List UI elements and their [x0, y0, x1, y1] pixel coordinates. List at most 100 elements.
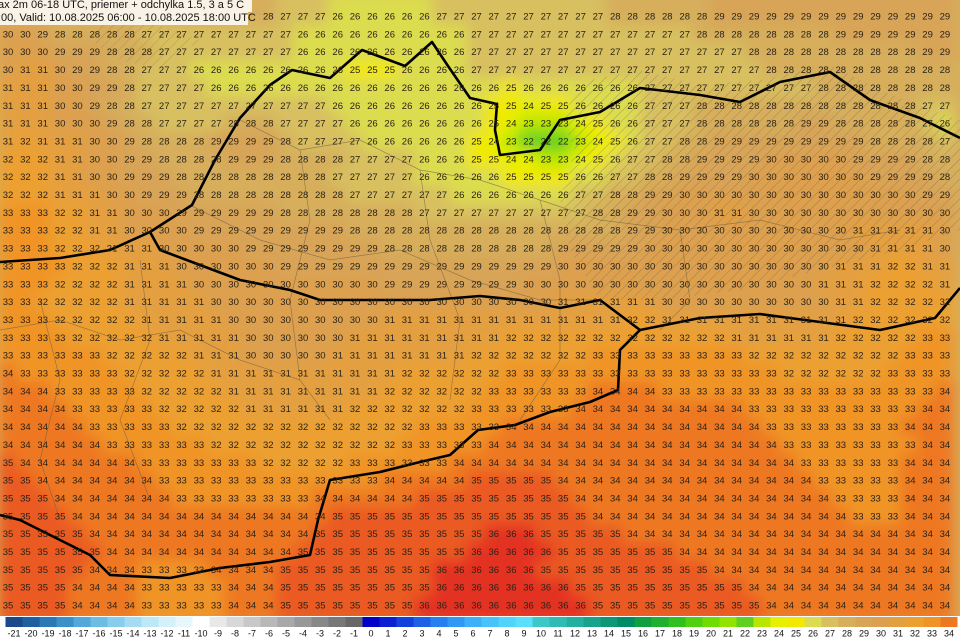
field-cell [640, 399, 660, 420]
field-cell [449, 185, 469, 206]
grid-value: 34 [749, 422, 760, 433]
grid-value: 32 [471, 386, 482, 397]
grid-value: 29 [853, 137, 864, 148]
grid-value: 35 [575, 565, 586, 576]
grid-value: 31 [679, 315, 690, 326]
grid-value: 31 [575, 297, 586, 308]
grid-value: 34 [72, 458, 83, 469]
grid-value: 34 [610, 440, 621, 451]
colorbar-swatch [107, 617, 125, 627]
grid-value: 27 [246, 47, 257, 58]
field-cell [397, 399, 417, 420]
field-cell [796, 453, 816, 474]
field-cell [223, 364, 244, 384]
grid-value: 30 [246, 297, 257, 308]
field-cell [414, 78, 435, 99]
grid-value: 34 [159, 547, 170, 558]
field-cell [275, 0, 296, 27]
grid-value: 35 [558, 529, 569, 540]
field-cell [466, 256, 487, 277]
field-cell [466, 221, 487, 242]
grid-value: 30 [194, 279, 205, 290]
grid-value: 26 [315, 83, 326, 94]
grid-value: 32 [558, 351, 569, 362]
field-cell [293, 417, 313, 438]
grid-value: 29 [801, 119, 812, 130]
field-cell [397, 364, 417, 384]
grid-value: 30 [159, 244, 170, 255]
grid-value: 29 [940, 190, 951, 201]
colorbar-label: -3 [316, 628, 324, 638]
colorbar-label: 31 [893, 628, 903, 638]
grid-value: 34 [228, 601, 239, 612]
grid-value: 29 [228, 226, 239, 237]
grid-value: 28 [679, 12, 690, 23]
grid-value: 32 [350, 440, 361, 451]
grid-value: 34 [766, 565, 777, 576]
grid-value: 33 [142, 565, 153, 576]
grid-value: 30 [176, 226, 187, 237]
field-cell [449, 364, 469, 384]
field-cell [553, 381, 573, 402]
field-cell [119, 221, 140, 242]
grid-value: 31 [298, 404, 309, 415]
grid-value: 35 [384, 547, 395, 558]
grid-value: 34 [575, 494, 586, 505]
grid-value: 32 [90, 333, 101, 344]
field-cell [293, 0, 313, 27]
field-cell [744, 435, 764, 456]
grid-value: 35 [280, 601, 291, 612]
grid-value: 32 [176, 404, 187, 415]
grid-value: 29 [90, 65, 101, 76]
field-cell [917, 381, 938, 402]
grid-value: 30 [697, 208, 708, 219]
grid-value: 27 [263, 47, 274, 58]
grid-value: 34 [124, 529, 135, 540]
grid-value: 36 [454, 565, 465, 576]
grid-value: 34 [645, 511, 656, 522]
field-cell [917, 489, 938, 509]
grid-value: 34 [679, 547, 690, 558]
grid-value: 26 [558, 83, 569, 94]
grid-value: 30 [315, 351, 326, 362]
field-cell [241, 132, 261, 152]
field-cell [779, 310, 799, 331]
colorbar-label: 23 [757, 628, 767, 638]
grid-value: 30 [3, 65, 14, 76]
grid-value: 34 [662, 529, 673, 540]
grid-value: 28 [263, 119, 274, 130]
field-cell [327, 417, 348, 438]
grid-value: 28 [280, 208, 291, 219]
field-cell [657, 453, 677, 474]
grid-value: 34 [402, 494, 413, 505]
grid-value: 33 [298, 494, 309, 505]
colorbar-swatch [532, 617, 550, 627]
field-cell [397, 78, 417, 99]
grid-value: 25 [367, 65, 378, 76]
colorbar-label: 1 [385, 628, 390, 638]
grid-value: 35 [506, 494, 517, 505]
field-cell [466, 60, 487, 81]
grid-value: 30 [107, 172, 118, 183]
field-cell [744, 453, 764, 474]
grid-value: 27 [506, 65, 517, 76]
grid-value: 31 [263, 404, 274, 415]
grid-value: 31 [298, 386, 309, 397]
field-cell [674, 328, 695, 349]
grid-value: 35 [298, 583, 309, 594]
grid-value: 33 [731, 386, 742, 397]
grid-value: 24 [523, 154, 534, 165]
field-cell [310, 435, 330, 456]
grid-value: 29 [870, 29, 881, 40]
field-cell [380, 399, 400, 420]
field-cell [362, 417, 383, 438]
grid-value: 34 [645, 404, 656, 415]
grid-value: 26 [315, 47, 326, 58]
field-cell [865, 0, 886, 27]
grid-value: 27 [159, 65, 170, 76]
field-cell [171, 221, 192, 242]
grid-value: 28 [298, 154, 309, 165]
grid-value: 35 [419, 565, 430, 576]
grid-value: 27 [627, 65, 638, 76]
grid-value: 30 [818, 261, 829, 272]
